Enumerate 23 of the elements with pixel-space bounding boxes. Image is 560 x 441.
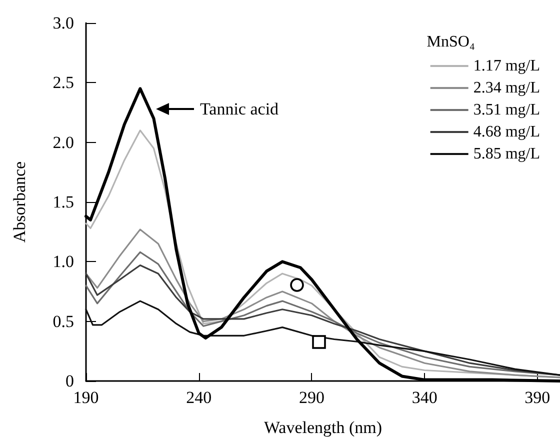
- x-tick-label: 390: [524, 388, 550, 407]
- x-tick-label: 190: [73, 388, 99, 407]
- y-axis-title: Absorbance: [10, 161, 29, 243]
- line-series: [85, 228, 560, 378]
- legend-label: 5.85 mg/L: [473, 146, 540, 162]
- x-tick-label: 340: [412, 388, 438, 407]
- y-tick-label: 0.5: [52, 312, 74, 331]
- y-tick-label: 2.5: [52, 73, 74, 92]
- legend-label: 1.17 mg/L: [473, 58, 540, 74]
- annotation: Tannic acid: [200, 99, 280, 118]
- y-tick-label: 1.0: [52, 252, 74, 272]
- x-tick-label: 290: [298, 388, 324, 407]
- x-axis-title: Wavelength (nm): [264, 418, 382, 437]
- y-tick-label: 2.0: [52, 132, 74, 152]
- y-tick-label: 3.0: [52, 14, 74, 32]
- legend-label: 2.34 mg/L: [473, 80, 540, 96]
- legend-label: 4.68 mg/L: [473, 124, 540, 140]
- y-tick-label: 1.5: [52, 192, 74, 212]
- line-series: [85, 300, 560, 376]
- y-tick-label: 0: [66, 372, 74, 390]
- legend-title: MnSO₄: [426, 34, 476, 50]
- x-tick-label: 240: [186, 388, 212, 407]
- legend-label: 3.51 mg/L: [473, 102, 540, 118]
